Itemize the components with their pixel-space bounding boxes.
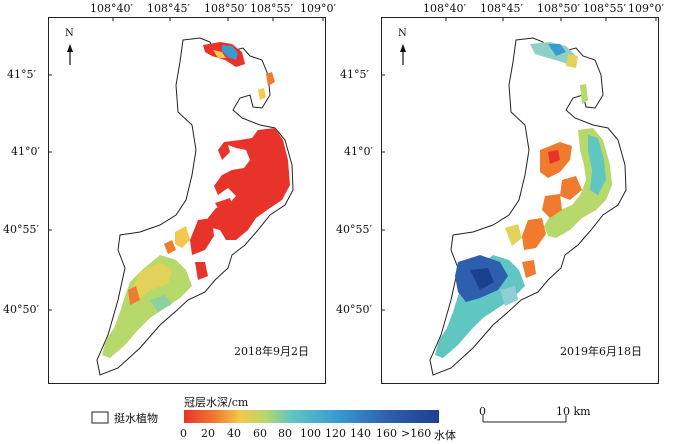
patch-top-yellow-2 — [566, 54, 578, 68]
right-date-label: 2019年6月18日 — [560, 345, 642, 358]
patch-south-orange — [128, 286, 140, 305]
right-side-tick-4: 40°50′ — [336, 303, 372, 316]
left-map-content — [48, 17, 324, 376]
left-top-tick-1: 108°40′ — [90, 2, 133, 15]
emergent-legend-swatch — [91, 411, 109, 424]
left-north-label: N — [65, 28, 74, 39]
colorbar-tick-140: 140 — [350, 427, 371, 440]
colorbar-tick-100: 100 — [300, 427, 321, 440]
patch-red-lower-2 — [195, 262, 208, 280]
patch-yellow-1 — [175, 226, 190, 248]
patch-central-red-2 — [232, 150, 242, 164]
left-side-tick-2: 41°0′ — [11, 145, 40, 158]
north-arrow-icon — [67, 44, 73, 65]
colorbar-tick-120: 120 — [325, 427, 346, 440]
patch-south-teal — [150, 295, 172, 312]
left-top-tick-4: 108°55′ — [250, 2, 293, 15]
patch-orange-lower — [542, 194, 562, 218]
patch-red-lower-3 — [522, 218, 546, 250]
colorbar-tick-water: 水体 — [434, 429, 456, 442]
emergent-legend-label: 挺水植物 — [114, 412, 158, 425]
colorbar-title: 冠层水深/cm — [184, 396, 249, 409]
left-date-label: 2018年9月2日 — [234, 345, 309, 358]
patch-top-2 — [530, 42, 576, 66]
colorbar-tick-20: 20 — [201, 427, 215, 440]
patch-red-lower — [190, 218, 214, 255]
patch-central-teal — [588, 135, 606, 195]
patch-top — [203, 42, 245, 67]
right-map-content — [381, 17, 657, 376]
right-top-tick-1: 108°40′ — [423, 2, 466, 15]
scale-bar-10km: 10 km — [556, 405, 591, 418]
right-top-tick-2: 108°45′ — [480, 2, 523, 15]
scale-bar — [482, 415, 567, 423]
patch-south-lightblue — [500, 286, 518, 306]
patch-south-green — [102, 255, 192, 358]
colorbar-tick-60: 60 — [253, 427, 267, 440]
right-side-tick-1: 41°5′ — [340, 68, 369, 81]
left-top-tick-5: 109°0′ — [300, 2, 336, 15]
right-top-tick-3: 108°50′ — [537, 2, 580, 15]
colorbar-tick-gt160: >160 — [401, 427, 432, 440]
patch-south-midblue — [470, 268, 494, 290]
left-side-tick-3: 40°55′ — [3, 223, 39, 236]
patch-orange-1 — [164, 240, 176, 254]
colorbar-tick-40: 40 — [227, 427, 241, 440]
right-side-tick-2: 41°0′ — [344, 145, 373, 158]
patch-red-small-1 — [240, 180, 258, 200]
patch-yellow-lower — [505, 224, 522, 246]
scale-bar-0: 0 — [479, 405, 486, 418]
left-top-tick-2: 108°45′ — [147, 2, 190, 15]
right-north-label: N — [398, 28, 407, 39]
colorbar-tick-0: 0 — [180, 427, 187, 440]
colorbar — [184, 410, 439, 423]
patch-top-blue — [222, 45, 238, 60]
patch-mid-small — [258, 88, 266, 100]
left-top-tick-3: 108°50′ — [204, 2, 247, 15]
left-side-tick-1: 41°5′ — [7, 68, 36, 81]
colorbar-tick-160: 160 — [376, 427, 397, 440]
patch-red-small-2 — [215, 198, 234, 215]
patch-small-r — [522, 260, 536, 278]
north-arrow-icon-2 — [400, 44, 406, 65]
right-side-tick-3: 40°55′ — [336, 223, 372, 236]
patch-top-yellow — [213, 50, 226, 58]
patch-mid-small-2 — [580, 84, 588, 104]
patch-south-yellow — [132, 262, 172, 300]
right-top-tick-4: 108°55′ — [583, 2, 626, 15]
colorbar-tick-80: 80 — [278, 427, 292, 440]
left-side-tick-4: 40°50′ — [3, 303, 39, 316]
patch-top-blue-2 — [548, 44, 566, 56]
right-top-tick-5: 109°0′ — [628, 2, 664, 15]
patch-top-right — [266, 72, 275, 86]
patch-central-red-3 — [548, 150, 560, 164]
patch-central-orange-2 — [560, 176, 582, 200]
